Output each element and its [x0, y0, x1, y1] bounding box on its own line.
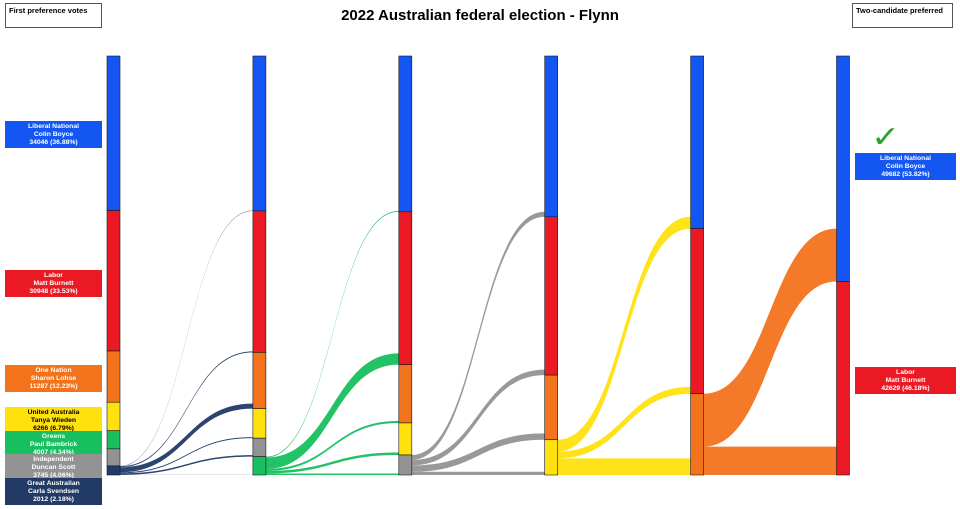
flow-GAP-to-ALP — [120, 351, 253, 468]
two-candidate-preferred-header-box: Two-candidate preferred — [852, 3, 953, 28]
bar-stage0-ON — [106, 350, 121, 403]
bar-stage3-ALP — [544, 216, 559, 376]
first-pref-label-GRN: Greens Paul Bambrick 4007 (4.34%) — [5, 431, 102, 459]
bar-stage4-LNP — [690, 55, 704, 229]
label-line: Matt Burnett — [885, 376, 926, 384]
first-pref-label-GAP: Great Australian Carla Svendsen 2012 (2.18… — [5, 478, 102, 506]
flow-GAP-to-LNP — [120, 210, 253, 467]
bar-stage1-IND — [252, 437, 267, 457]
bar-stage4-ON — [690, 393, 704, 476]
flow-ON-to-LNP — [703, 228, 837, 447]
label-line: Liberal National — [880, 154, 931, 162]
bar-stage0-ALP — [106, 210, 121, 352]
flow-GRN-to-ALP — [265, 353, 399, 469]
bar-stage3-UAP — [544, 439, 559, 476]
flow-GAP-to-UAP — [120, 437, 253, 474]
label-line: Carla Svendsen — [28, 487, 79, 495]
flow-GRN-to-LNP — [265, 210, 399, 458]
bar-stage2-ON — [398, 364, 413, 424]
bar-stage0-LNP — [106, 55, 121, 211]
winner-check-icon: ✓ — [871, 121, 901, 154]
flow-GRN-to-UAP — [265, 452, 399, 474]
flow-GAP-to-ON — [120, 403, 253, 473]
label-line: Matt Burnett — [33, 279, 74, 287]
flow-GAP-to-IND — [120, 455, 253, 475]
label-line: Tanya Wieden — [30, 416, 77, 424]
label-line: 6266 (6.79%) — [33, 424, 74, 432]
bar-stage1-LNP — [252, 55, 267, 212]
bar-stage5-ALP — [836, 281, 850, 476]
label-line: 42629 (46.18%) — [881, 384, 930, 392]
bar-stage2-LNP — [398, 55, 413, 213]
label-line: Independent — [33, 455, 74, 463]
flow-IND-to-UAP — [411, 471, 545, 475]
bar-stage2-ALP — [398, 211, 413, 365]
flow-GRN-to-IND — [265, 473, 399, 475]
flow-UAP-to-LNP — [557, 216, 691, 452]
label-line: Colin Boyce — [885, 162, 926, 170]
label-line: Colin Boyce — [33, 130, 74, 138]
first-pref-label-LNP: Liberal National Colin Boyce 34046 (36.88%… — [5, 121, 102, 149]
bar-stage1-GRN — [252, 456, 267, 476]
bar-stage3-LNP — [544, 55, 559, 218]
label-line: Greens — [41, 432, 66, 440]
page-title: 2022 Australian federal election - Flynn — [341, 7, 619, 24]
label-line: 49682 (53.82%) — [881, 170, 930, 178]
bar-stage2-UAP — [398, 422, 413, 456]
tcp-label-ALP: Labor Matt Burnett 42629 (46.18%) — [855, 367, 956, 395]
label-line: Duncan Scott — [31, 463, 76, 471]
bar-stage1-ALP — [252, 210, 267, 353]
label-line: Labor — [44, 271, 63, 279]
label-line: 11287 (12.23%) — [29, 382, 78, 390]
label-line: Liberal National — [28, 122, 79, 130]
tcp-label-LNP: Liberal National Colin Boyce 49682 (53.82%… — [855, 153, 956, 181]
label-line: 2012 (2.18%) — [33, 495, 74, 503]
label-line: Labor — [896, 368, 915, 376]
flow-IND-to-ALP — [411, 369, 545, 466]
first-preference-header-box: First preference votes — [5, 3, 102, 28]
label-line: Sharon Lohse — [30, 374, 77, 382]
first-pref-label-IND: Independent Duncan Scott 3745 (4.06%) — [5, 454, 102, 482]
flow-GRN-to-ON — [265, 420, 399, 471]
label-line: One Nation — [35, 366, 72, 374]
bar-stage2-IND — [398, 454, 413, 476]
label-line: Paul Bambrick — [29, 440, 78, 448]
first-pref-label-UAP: United Australia Tanya Wieden 6266 (6.79%) — [5, 407, 102, 435]
bar-stage0-GAP — [106, 465, 121, 476]
bar-stage5-LNP — [836, 55, 850, 282]
bar-stage3-ON — [544, 374, 559, 441]
flow-UAP-to-ALP — [557, 386, 691, 459]
first-pref-label-ALP: Labor Matt Burnett 30948 (33.53%) — [5, 270, 102, 298]
flow-UAP-to-ON — [557, 458, 691, 475]
flow-IND-to-LNP — [411, 211, 545, 460]
label-line: 3745 (4.06%) — [33, 471, 74, 479]
bar-stage0-IND — [106, 448, 121, 467]
bar-stage0-GRN — [106, 430, 121, 450]
first-pref-label-ON: One Nation Sharon Lohse 11287 (12.23%) — [5, 365, 102, 393]
flow-IND-to-ON — [411, 433, 545, 472]
bar-stage0-UAP — [106, 401, 121, 431]
bar-stage4-ALP — [690, 228, 704, 395]
bar-stage1-ON — [252, 352, 267, 409]
bar-stage1-UAP — [252, 408, 267, 439]
label-line: 30948 (33.53%) — [29, 287, 78, 295]
flow-ON-to-ALP — [703, 446, 837, 475]
label-line: 34046 (36.88%) — [29, 138, 78, 146]
label-line: Great Australian — [27, 479, 80, 487]
label-line: United Australia — [27, 408, 80, 416]
label-line: 4007 (4.34%) — [33, 448, 74, 456]
